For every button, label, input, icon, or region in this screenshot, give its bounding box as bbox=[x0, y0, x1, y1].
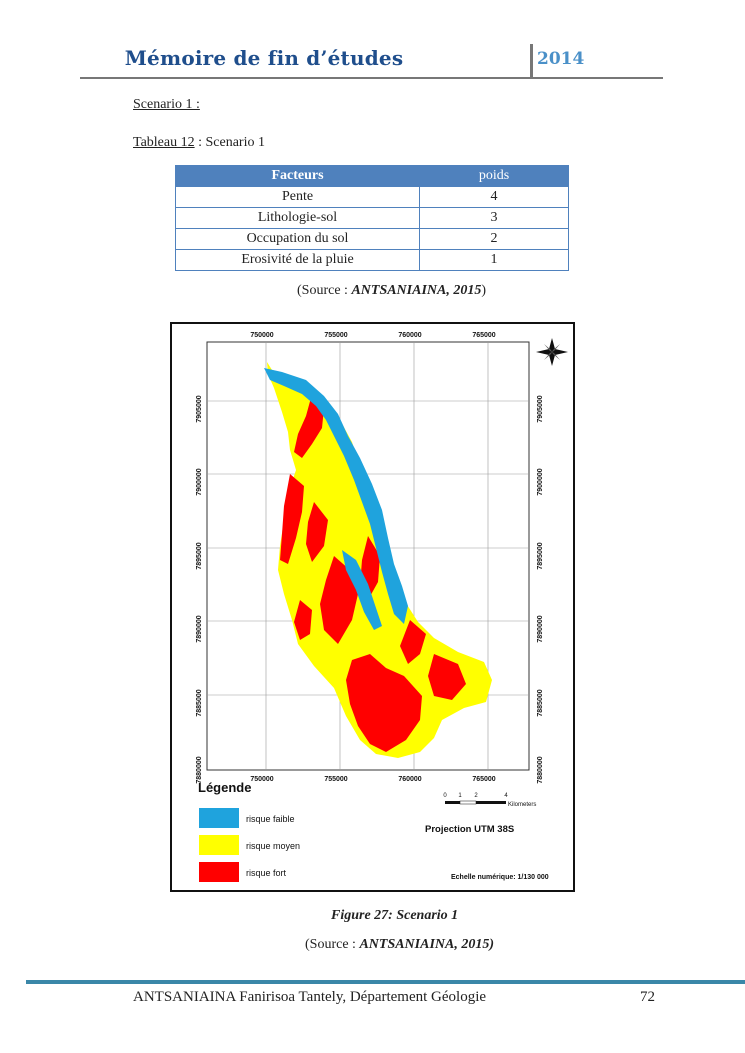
zone-risque-faible-branch bbox=[342, 550, 382, 630]
weight-cell: 4 bbox=[419, 186, 569, 208]
weight-cell: 3 bbox=[419, 207, 569, 229]
table-source-prefix: (Source : bbox=[297, 283, 352, 298]
legend-title: Légende bbox=[198, 780, 251, 795]
y-ticks-left: 7905000 7900000 7895000 7890000 7885000 … bbox=[196, 395, 203, 783]
legend-swatch-fort bbox=[199, 862, 239, 882]
risk-map: 750000 755000 760000 765000 750000 75500… bbox=[196, 332, 568, 882]
legend-label: risque fort bbox=[246, 868, 287, 878]
scale-tick: 4 bbox=[504, 793, 508, 799]
table-source-suffix: ) bbox=[481, 283, 487, 298]
y-tick-label: 7900000 bbox=[196, 468, 203, 495]
legend-swatch-faible bbox=[199, 808, 239, 828]
y-tick-label: 7905000 bbox=[196, 395, 203, 422]
y-tick-label: 7890000 bbox=[537, 615, 544, 642]
scale-numeric: Echelle numérique: 1/130 000 bbox=[451, 874, 549, 881]
x-tick-label: 760000 bbox=[398, 776, 421, 783]
y-tick-label: 7900000 bbox=[537, 468, 544, 495]
x-tick-label: 765000 bbox=[472, 332, 495, 339]
header-title: Mémoire de fin d’études bbox=[124, 46, 404, 70]
x-tick-label: 765000 bbox=[472, 776, 495, 783]
factors-table: Facteurs poids Pente 4 Lithologie-sol 3 Oc… bbox=[175, 165, 569, 271]
map-inner-frame bbox=[206, 341, 530, 771]
x-ticks-bottom: 750000 755000 760000 765000 bbox=[250, 776, 495, 783]
table-row: Erosivité de la pluie 1 bbox=[175, 249, 569, 271]
table-caption-text: : Scenario 1 bbox=[194, 135, 265, 150]
table-header-row: Facteurs poids bbox=[175, 165, 569, 187]
table-ref: Tableau 12 bbox=[133, 135, 195, 150]
zone-risque-fort bbox=[280, 394, 466, 752]
risk-map-figure: 750000 755000 760000 765000 750000 75500… bbox=[170, 322, 575, 892]
figure-caption: Figure 27: Scenario 1 bbox=[331, 908, 459, 923]
north-arrow-icon bbox=[536, 338, 568, 366]
weight-cell: 1 bbox=[419, 249, 569, 271]
factor-cell: Occupation du sol bbox=[175, 228, 420, 250]
header-facteurs: Facteurs bbox=[175, 165, 420, 187]
y-tick-label: 7885000 bbox=[196, 689, 203, 716]
weight-cell: 2 bbox=[419, 228, 569, 250]
legend-label: risque faible bbox=[246, 814, 295, 824]
x-tick-label: 755000 bbox=[324, 776, 347, 783]
table-source: (Source : ANTSANIAINA, 2015) bbox=[297, 283, 486, 299]
legend: risque faible risque moyen risque fort bbox=[199, 808, 300, 882]
footer-rule bbox=[26, 980, 745, 984]
page-number: 72 bbox=[640, 989, 655, 1005]
table-source-author: ANTSANIAINA, 2015 bbox=[351, 283, 482, 298]
y-ticks-right: 7905000 7900000 7895000 7890000 7885000 … bbox=[537, 395, 544, 783]
table-row: Occupation du sol 2 bbox=[175, 228, 569, 250]
figure-source: (Source : ANTSANIAINA, 2015) bbox=[305, 937, 494, 953]
scale-tick: 0 bbox=[443, 793, 447, 799]
y-tick-label: 7905000 bbox=[537, 395, 544, 422]
x-tick-label: 750000 bbox=[250, 332, 273, 339]
y-tick-label: 7885000 bbox=[537, 689, 544, 716]
scale-tick: 1 bbox=[458, 793, 462, 799]
y-tick-label: 7880000 bbox=[537, 756, 544, 783]
figure-source-prefix: (Source : bbox=[305, 937, 360, 952]
projection-label: Projection UTM 38S bbox=[425, 824, 514, 835]
y-tick-label: 7895000 bbox=[537, 542, 544, 569]
y-tick-label: 7880000 bbox=[196, 756, 203, 783]
factor-cell: Lithologie-sol bbox=[175, 207, 420, 229]
x-tick-label: 755000 bbox=[324, 332, 347, 339]
legend-swatch-moyen bbox=[199, 835, 239, 855]
scale-tick: 2 bbox=[474, 793, 478, 799]
header-poids: poids bbox=[419, 165, 569, 187]
scale-unit: Kilometers bbox=[508, 802, 536, 808]
y-tick-label: 7890000 bbox=[196, 615, 203, 642]
scale-bar: 0 1 2 4 Kilometers bbox=[443, 793, 536, 808]
factor-cell: Pente bbox=[175, 186, 420, 208]
factor-cell: Erosivité de la pluie bbox=[175, 249, 420, 271]
table-row: Lithologie-sol 3 bbox=[175, 207, 569, 229]
x-ticks-top: 750000 755000 760000 765000 bbox=[250, 332, 495, 339]
x-tick-label: 750000 bbox=[250, 776, 273, 783]
header-year: 2014 bbox=[537, 49, 585, 69]
footer-text: ANTSANIAINA Fanirisoa Tantely, Départeme… bbox=[133, 989, 487, 1005]
header-separator bbox=[530, 44, 533, 78]
table-caption: Tableau 12 : Scenario 1 bbox=[133, 135, 265, 151]
legend-label: risque moyen bbox=[246, 841, 300, 851]
y-tick-label: 7895000 bbox=[196, 542, 203, 569]
figure-source-author: ANTSANIAINA, 2015) bbox=[359, 937, 495, 952]
zone-risque-faible bbox=[264, 368, 408, 624]
x-tick-label: 760000 bbox=[398, 332, 421, 339]
section-label: Scenario 1 : bbox=[133, 97, 200, 112]
table-row: Pente 4 bbox=[175, 186, 569, 208]
header-rule bbox=[80, 77, 663, 79]
